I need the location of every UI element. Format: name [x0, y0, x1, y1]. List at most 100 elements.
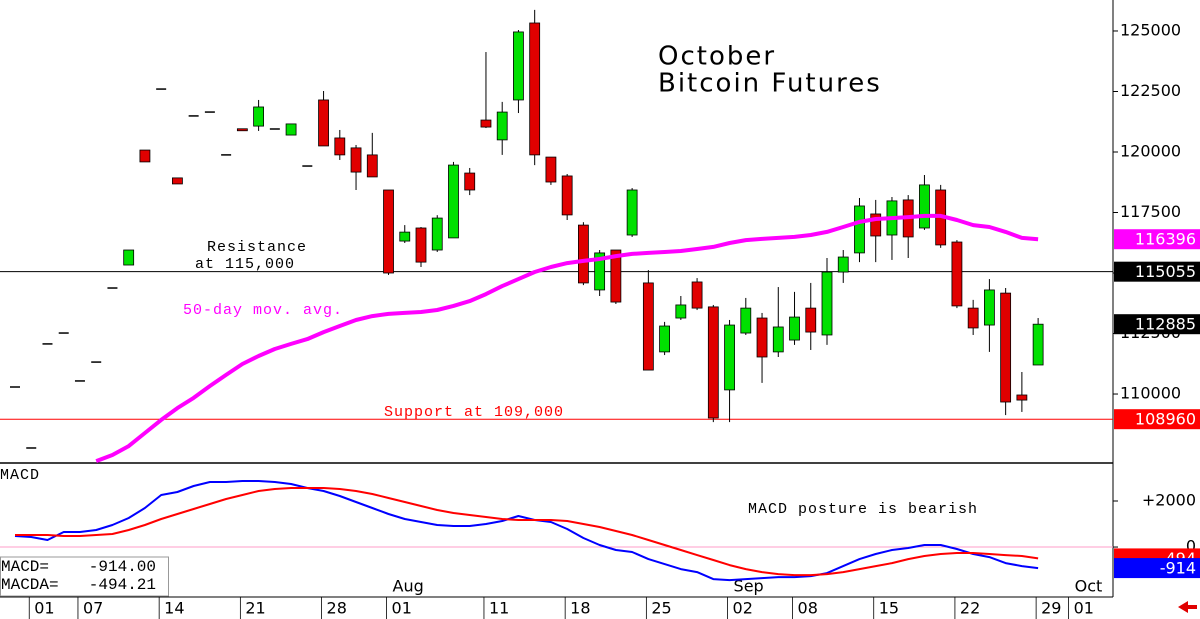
candle-body: [870, 213, 882, 237]
legend-label: 50-day mov. avg.: [183, 302, 343, 319]
last-price-box: [1114, 314, 1200, 335]
candle-body: [513, 31, 524, 101]
panel-title: MACD: [0, 467, 40, 484]
candle-body: [1000, 292, 1012, 403]
level-box: [1114, 409, 1200, 430]
x-tick-label: 28: [327, 599, 347, 618]
y-tick-label: 122500: [1120, 81, 1181, 100]
y-tick-label: 117500: [1120, 202, 1181, 221]
readout-name: MACD=: [1, 558, 49, 576]
y-tick-label: 110000: [1120, 384, 1181, 403]
moving-average-label: 116396: [1135, 230, 1196, 249]
x-tick-label: 14: [164, 599, 184, 618]
readout-value: -494.21: [89, 576, 156, 594]
last-price-label: 112885: [1135, 315, 1196, 334]
y-tick-label: 125000: [1120, 20, 1181, 39]
candle-body: [171, 177, 183, 185]
x-tick-label: 25: [651, 599, 671, 618]
month-label: Oct: [1075, 577, 1103, 596]
month-label: Sep: [734, 577, 764, 596]
y-tick-label: +2000: [1142, 490, 1196, 509]
candle-body: [236, 128, 248, 132]
chart-title: October: [658, 42, 776, 72]
annotation: at 115,000: [195, 256, 295, 273]
macd-value-box: [1114, 558, 1200, 579]
candle-body: [464, 172, 476, 191]
candle-body: [399, 231, 411, 242]
candle-body: [610, 249, 622, 303]
candle-body: [821, 271, 833, 336]
candle-body: [496, 111, 508, 141]
readout-box: [0, 556, 169, 597]
x-tick-label: 08: [798, 599, 818, 618]
candle-body: [594, 252, 606, 291]
candle-body: [724, 324, 735, 391]
candle-body: [1016, 394, 1028, 401]
chart-title: Bitcoin Futures: [658, 69, 882, 99]
macd-line: [15, 487, 1039, 577]
scroll-arrow: [1178, 601, 1197, 613]
x-tick-label: 18: [570, 599, 590, 618]
y-tick-label: 0: [1186, 537, 1196, 556]
candle-body: [431, 217, 443, 251]
candle-body: [967, 307, 979, 329]
candle-body: [707, 306, 719, 419]
candle-body: [480, 119, 492, 128]
readout-value: -914.00: [89, 558, 156, 576]
candle-body: [334, 137, 346, 156]
candle-body: [626, 189, 638, 236]
candle-body: [415, 227, 427, 263]
candle-body: [1032, 323, 1044, 366]
candle-body: [772, 326, 784, 353]
candle-body: [578, 224, 589, 284]
readout-name: MACDA=: [1, 576, 59, 594]
candle-body: [529, 22, 541, 156]
candle-body: [919, 184, 930, 229]
x-tick-label: 22: [960, 599, 980, 618]
candle-body: [318, 99, 329, 147]
candle-body: [854, 205, 865, 254]
macd-value-label: -914: [1160, 559, 1196, 578]
candle-body: [675, 304, 687, 319]
candle-body: [448, 164, 459, 239]
level-label: 115055: [1135, 262, 1196, 281]
candle-body: [561, 175, 573, 216]
candle-body: [691, 281, 703, 309]
candle-body: [805, 307, 817, 333]
candle-body: [123, 249, 135, 266]
x-tick-label: 21: [245, 599, 265, 618]
candle-body: [253, 106, 265, 127]
x-tick-label: 01: [392, 599, 412, 618]
level-label: 108960: [1135, 410, 1196, 429]
candle-body: [642, 282, 654, 371]
candle-body: [740, 307, 752, 334]
candle-body: [139, 149, 151, 163]
macd-line: [14, 480, 1039, 582]
annotation: Resistance: [207, 239, 307, 256]
candle-body: [789, 316, 800, 341]
candle-body: [383, 189, 394, 274]
candle-body: [756, 317, 768, 358]
candle-body: [837, 256, 849, 273]
moving-average-line: [95, 213, 1039, 463]
x-tick-label: 07: [83, 599, 103, 618]
candle-body: [366, 154, 378, 178]
candle-body: [951, 241, 963, 307]
candle-body: [285, 123, 297, 136]
candle-body: [545, 156, 557, 183]
x-tick-label: 15: [879, 599, 899, 618]
candle-body: [984, 289, 995, 326]
candle-body: [659, 325, 670, 353]
x-tick-label: 29: [1041, 599, 1061, 618]
x-tick-label: 11: [489, 599, 509, 618]
y-tick-label: 120000: [1120, 141, 1181, 160]
x-tick-label: 02: [733, 599, 753, 618]
x-tick-label: 01: [34, 599, 54, 618]
candle-body: [350, 147, 362, 173]
annotation: Support at 109,000: [384, 404, 564, 421]
month-label: Aug: [393, 577, 424, 596]
moving-average-box: [1114, 229, 1200, 250]
x-tick-label: 01: [1074, 599, 1094, 618]
